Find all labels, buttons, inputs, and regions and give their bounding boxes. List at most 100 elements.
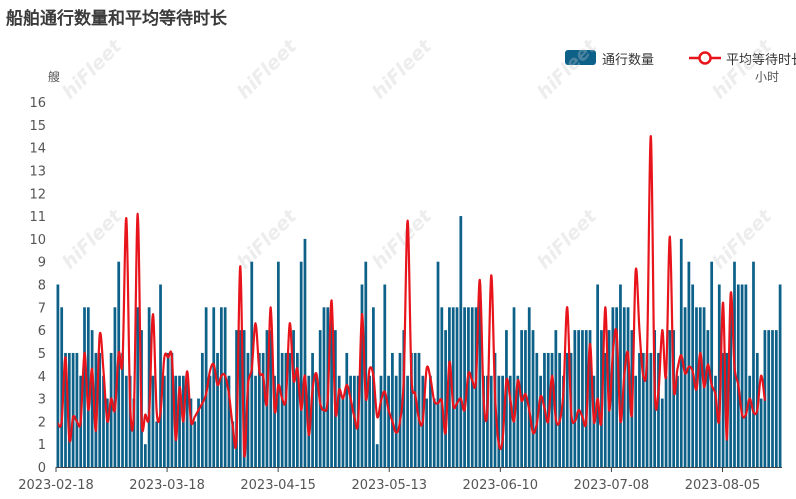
bar[interactable] xyxy=(467,307,470,467)
bar[interactable] xyxy=(254,375,257,467)
bar[interactable] xyxy=(219,307,223,467)
bar[interactable] xyxy=(162,375,166,467)
bar[interactable] xyxy=(311,352,314,467)
bar[interactable] xyxy=(657,352,660,467)
bar[interactable] xyxy=(603,352,607,467)
bar[interactable] xyxy=(573,330,577,468)
bar[interactable] xyxy=(619,284,622,468)
bar[interactable] xyxy=(208,375,212,467)
bar[interactable] xyxy=(391,352,394,467)
bar[interactable] xyxy=(296,352,299,467)
bar[interactable] xyxy=(748,375,752,467)
bar[interactable] xyxy=(448,307,451,467)
bar[interactable] xyxy=(197,398,200,467)
bar[interactable] xyxy=(736,284,740,468)
bar[interactable] xyxy=(315,375,318,467)
bar[interactable] xyxy=(478,284,482,468)
bar[interactable] xyxy=(687,261,691,467)
bar[interactable] xyxy=(584,330,588,468)
bar[interactable] xyxy=(425,398,428,467)
bar[interactable] xyxy=(672,330,676,468)
bar[interactable] xyxy=(455,307,459,467)
bar[interactable] xyxy=(227,375,231,467)
bar[interactable] xyxy=(383,284,387,468)
bar[interactable] xyxy=(246,352,250,467)
bar[interactable] xyxy=(375,444,379,467)
bar[interactable] xyxy=(261,352,265,467)
bar[interactable] xyxy=(341,398,345,467)
bar[interactable] xyxy=(558,352,562,467)
bar[interactable] xyxy=(372,307,375,467)
bar[interactable] xyxy=(429,375,432,467)
bar[interactable] xyxy=(90,330,94,468)
bar[interactable] xyxy=(660,398,664,467)
bar[interactable] xyxy=(124,375,128,467)
bar[interactable] xyxy=(364,261,368,467)
bar[interactable] xyxy=(360,284,364,468)
bar[interactable] xyxy=(303,238,307,468)
bar[interactable] xyxy=(740,284,744,468)
bar[interactable] xyxy=(489,375,493,467)
bar[interactable] xyxy=(698,307,702,467)
bar[interactable] xyxy=(109,352,113,467)
bar[interactable] xyxy=(216,352,219,467)
bar[interactable] xyxy=(71,352,75,467)
bar[interactable] xyxy=(105,398,109,467)
bar[interactable] xyxy=(615,307,619,467)
bar[interactable] xyxy=(242,330,246,468)
bar[interactable] xyxy=(611,307,615,467)
bar[interactable] xyxy=(151,375,155,467)
bar[interactable] xyxy=(714,375,717,467)
bar[interactable] xyxy=(155,421,159,468)
bar[interactable] xyxy=(159,284,162,468)
bar[interactable] xyxy=(470,307,474,467)
bar[interactable] xyxy=(535,352,539,467)
bar[interactable] xyxy=(463,307,466,467)
bar[interactable] xyxy=(527,307,531,467)
bar[interactable] xyxy=(649,352,653,467)
bar[interactable] xyxy=(774,330,778,468)
bar[interactable] xyxy=(166,352,170,467)
bar[interactable] xyxy=(706,330,710,468)
bar[interactable] xyxy=(497,375,501,467)
bar[interactable] xyxy=(288,352,292,467)
bar[interactable] xyxy=(238,330,242,468)
bar[interactable] xyxy=(729,307,733,467)
bar[interactable] xyxy=(231,421,235,468)
bar[interactable] xyxy=(710,261,714,467)
bar[interactable] xyxy=(83,307,86,467)
bar[interactable] xyxy=(170,352,174,467)
bar[interactable] xyxy=(664,375,668,467)
bar[interactable] xyxy=(284,352,288,467)
bar[interactable] xyxy=(212,307,216,467)
bar[interactable] xyxy=(436,261,440,467)
bar[interactable] xyxy=(410,352,413,467)
bar[interactable] xyxy=(683,307,687,467)
bar[interactable] xyxy=(64,352,67,467)
bar[interactable] xyxy=(56,284,60,468)
bar[interactable] xyxy=(588,330,592,468)
bar[interactable] xyxy=(292,330,295,468)
bar[interactable] xyxy=(717,284,721,468)
bar[interactable] xyxy=(406,375,409,467)
bar[interactable] xyxy=(486,375,489,467)
bar[interactable] xyxy=(459,216,463,467)
bar[interactable] xyxy=(113,307,117,467)
bar[interactable] xyxy=(121,352,124,467)
bar[interactable] xyxy=(512,307,516,467)
bar[interactable] xyxy=(554,330,558,468)
bar[interactable] xyxy=(676,375,679,467)
bar[interactable] xyxy=(132,398,136,467)
bar[interactable] xyxy=(638,352,641,467)
bar[interactable] xyxy=(387,375,390,467)
bar[interactable] xyxy=(524,330,527,468)
bar[interactable] xyxy=(440,307,444,467)
bar[interactable] xyxy=(634,375,638,467)
bar[interactable] xyxy=(778,284,782,468)
bar[interactable] xyxy=(345,352,349,467)
bar[interactable] xyxy=(257,352,261,467)
bar[interactable] xyxy=(767,330,771,468)
bar[interactable] xyxy=(75,352,79,467)
bar[interactable] xyxy=(577,330,581,468)
bar[interactable] xyxy=(432,398,436,467)
